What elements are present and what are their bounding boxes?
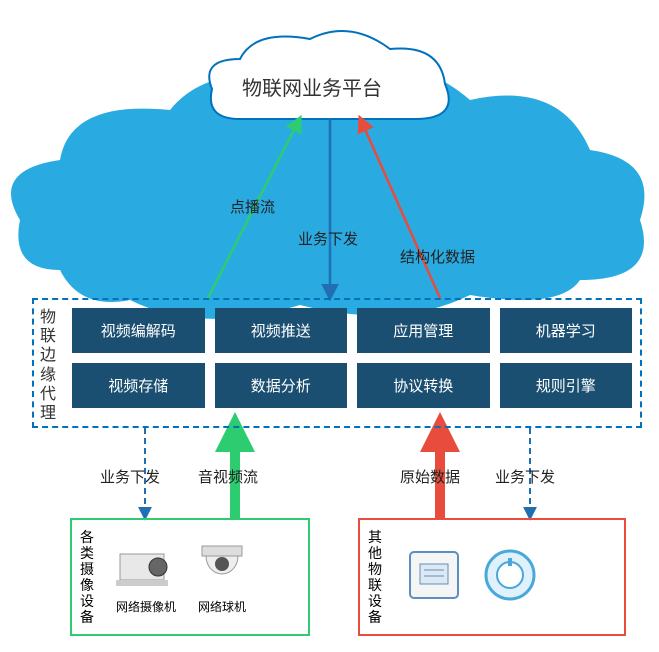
- iot-devices-box: 其他物联设备: [358, 518, 626, 636]
- socket-icon: [402, 548, 466, 602]
- device-camera-dome: 网络球机: [190, 540, 254, 615]
- device-camera-dome-label: 网络球机: [198, 598, 246, 615]
- camera-box-icon: [114, 540, 178, 594]
- module-protocol: 协议转换: [357, 363, 490, 408]
- device-dial: [478, 548, 542, 606]
- device-camera-box: 网络摄像机: [114, 540, 178, 615]
- label-dispatch2: 业务下发: [100, 466, 160, 487]
- dial-icon: [478, 548, 542, 602]
- module-push: 视频推送: [215, 308, 348, 353]
- module-analysis: 数据分析: [215, 363, 348, 408]
- iot-devices-title: 其他物联设备: [368, 529, 388, 626]
- module-ml: 机器学习: [500, 308, 633, 353]
- label-vod: 点播流: [230, 196, 275, 217]
- device-socket: [402, 548, 466, 606]
- module-appmgr: 应用管理: [357, 308, 490, 353]
- label-rawdata: 原始数据: [400, 466, 460, 487]
- module-codec: 视频编解码: [72, 308, 205, 353]
- module-rules: 规则引擎: [500, 363, 633, 408]
- module-grid: 视频编解码 视频推送 应用管理 机器学习 视频存储 数据分析 协议转换 规则引擎: [72, 308, 632, 408]
- edge-proxy-title: 物联边缘代理: [40, 308, 60, 423]
- module-storage: 视频存储: [72, 363, 205, 408]
- label-dispatch1: 业务下发: [298, 228, 358, 249]
- camera-devices-title: 各类摄像设备: [80, 529, 100, 626]
- label-dispatch3: 业务下发: [495, 466, 555, 487]
- camera-devices-box: 各类摄像设备 网络摄像机 网络球机: [70, 518, 310, 636]
- label-structured: 结构化数据: [400, 246, 475, 267]
- device-camera-box-label: 网络摄像机: [116, 598, 176, 615]
- label-avstream: 音视频流: [198, 466, 258, 487]
- camera-dome-icon: [190, 540, 254, 594]
